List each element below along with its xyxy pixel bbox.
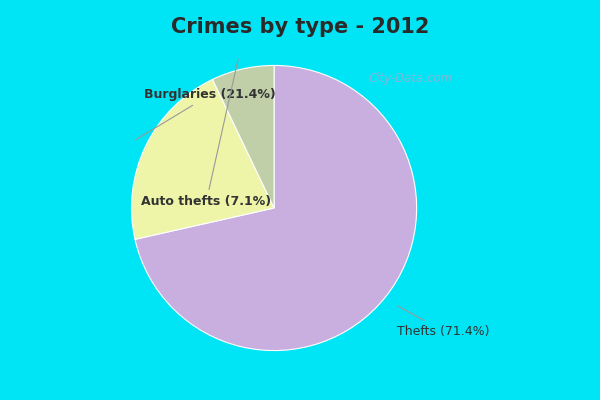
Text: Thefts (71.4%): Thefts (71.4%) bbox=[397, 306, 490, 338]
Wedge shape bbox=[131, 80, 274, 239]
Wedge shape bbox=[135, 66, 416, 350]
Text: Burglaries (21.4%): Burglaries (21.4%) bbox=[136, 88, 276, 140]
Text: City-Data.com: City-Data.com bbox=[368, 72, 452, 85]
Text: Auto thefts (7.1%): Auto thefts (7.1%) bbox=[141, 59, 271, 208]
Wedge shape bbox=[212, 66, 274, 208]
Text: Crimes by type - 2012: Crimes by type - 2012 bbox=[171, 17, 429, 37]
